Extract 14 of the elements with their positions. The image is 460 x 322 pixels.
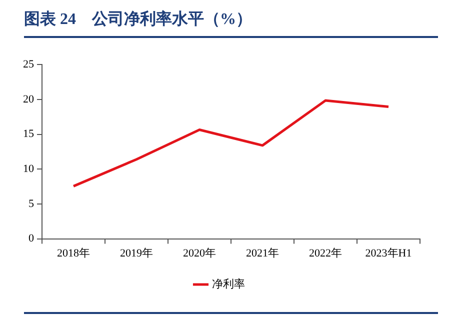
x-tick-label: 2020年 [183,247,216,260]
y-tick-label: 15 [23,128,34,140]
chart-title: 图表 24 公司净利率水平（%） [24,9,252,30]
x-tick-label: 2021年 [246,247,279,260]
x-tick-label: 2023年H1 [365,247,412,260]
y-tick-label: 5 [28,198,34,210]
x-tick-label: 2018年 [57,247,90,260]
y-tick-label: 25 [23,58,34,70]
x-tick-label: 2022年 [309,247,342,260]
legend-label: 净利率 [212,277,245,290]
y-tick-label: 0 [28,232,34,245]
x-tick-label: 2019年 [120,247,153,260]
y-tick-label: 10 [23,163,34,176]
y-tick-label: 20 [23,93,34,106]
